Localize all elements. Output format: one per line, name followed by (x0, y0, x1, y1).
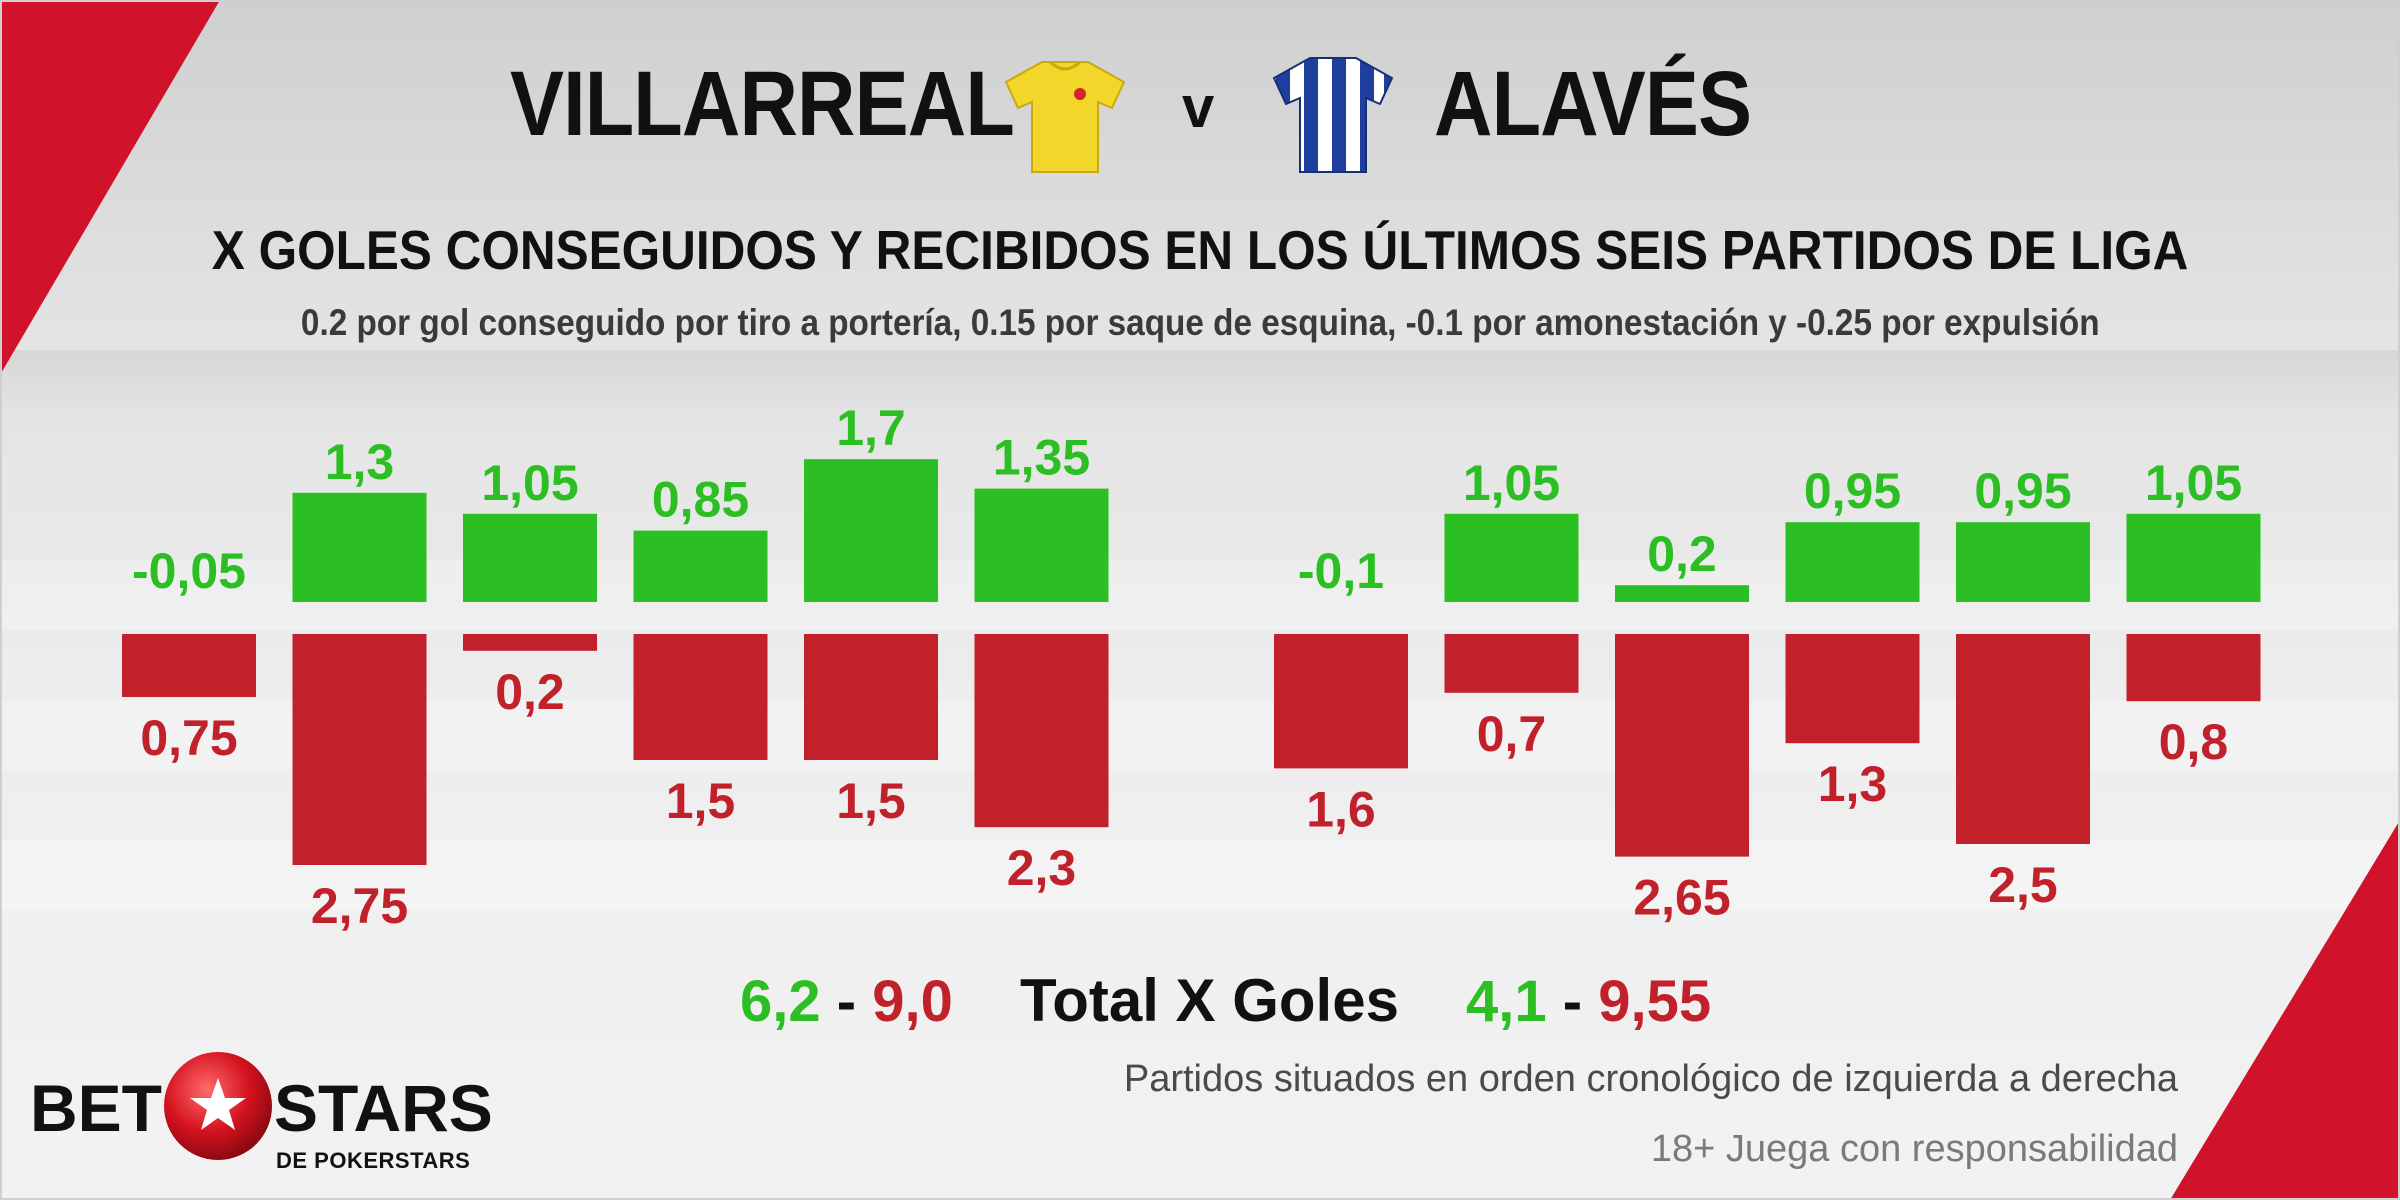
chart-home: -0,05 1,3 1,05 0,85 1,7 1,35 0,75 2,75 0,2 1,5 1,5… (122, 400, 1109, 934)
logo-ball-icon (164, 1052, 272, 1160)
stadium-advertising-boards (0, 350, 2400, 410)
scored-value-label: -0,1 (1298, 543, 1384, 599)
stadium-crowd-background (0, 0, 2400, 380)
conceded-bar (804, 634, 938, 760)
chronological-order-note: Partidos situados en orden cronológico d… (1123, 1058, 2178, 1100)
conceded-bar (633, 634, 768, 760)
conceded-bar (2126, 634, 2261, 702)
chart-title: X GOLES CONSEGUIDOS Y RECIBIDOS EN LOS Ú… (211, 219, 2189, 281)
scored-value-label: 1,3 (325, 434, 395, 490)
red-corner-decoration-bottom-right (2170, 820, 2400, 1200)
conceded-bar (1785, 634, 1920, 744)
conceded-bar (1615, 634, 1749, 857)
scored-value-label: 1,7 (836, 400, 906, 456)
conceded-value-label: 2,5 (1988, 857, 2058, 913)
home-total-conceded: 9,0 (872, 969, 953, 1034)
chart-away: -0,1 1,05 0,2 0,95 0,95 1,05 1,6 0,7 2,65 1,3 2,5 0… (1274, 455, 2261, 926)
scored-bar (1956, 522, 2090, 602)
home-total-scored: 6,2 (740, 969, 821, 1034)
scored-value-label: 0,85 (652, 472, 749, 528)
scored-bar (633, 530, 768, 602)
away-totals: 4,1 - 9,55 (1466, 968, 1711, 1035)
scored-bar (1785, 522, 1920, 602)
conceded-value-label: 1,5 (666, 773, 736, 829)
scored-bar (292, 492, 427, 602)
home-totals: 6,2 - 9,0 (740, 968, 953, 1035)
responsible-gambling-note: 18+ Juega con responsabilidad (1650, 1128, 2178, 1170)
conceded-bar (292, 634, 427, 865)
conceded-value-label: 2,65 (1633, 870, 1730, 926)
conceded-value-label: 0,8 (2159, 714, 2229, 770)
conceded-bar (974, 634, 1109, 828)
conceded-value-label: 2,3 (1007, 840, 1077, 896)
scored-bar (2126, 513, 2261, 602)
away-team-name: ALAVÉS (1434, 53, 1752, 155)
logo-text-stars: STARS (274, 1071, 493, 1145)
conceded-value-label: 0,75 (140, 710, 237, 766)
logo-text-bet: BET (30, 1071, 162, 1145)
totals-separator: - (836, 969, 857, 1034)
away-total-conceded: 9,55 (1598, 969, 1712, 1034)
conceded-bar (1444, 634, 1579, 693)
scored-bar (974, 488, 1109, 602)
home-team-name: VILLARREAL (510, 53, 1015, 155)
versus-label: v (1182, 75, 1215, 140)
conceded-value-label: 0,7 (1477, 706, 1547, 762)
away-shirt-icon (1272, 57, 1394, 173)
conceded-value-label: 1,5 (836, 773, 906, 829)
conceded-value-label: 1,6 (1306, 781, 1376, 837)
scored-value-label: 1,35 (993, 430, 1090, 486)
scored-value-label: 0,2 (1647, 526, 1717, 582)
betstars-logo: BET STARS DE POKERSTARS (30, 1048, 493, 1178)
conceded-value-label: 2,75 (311, 878, 408, 934)
chart-subtitle: 0.2 por gol conseguido por tiro a porter… (300, 302, 2100, 343)
conceded-bar (463, 634, 597, 651)
scored-value-label: -0,05 (132, 543, 246, 599)
conceded-bar (1956, 634, 2090, 844)
red-corner-decoration-top-left (0, 0, 220, 375)
scored-bar (1444, 513, 1579, 602)
scored-value-label: 1,05 (2145, 455, 2242, 511)
scored-bar (1615, 585, 1749, 602)
scored-value-label: 0,95 (1804, 463, 1901, 519)
totals-label: Total X Goles (1020, 967, 1399, 1034)
logo-subtext: DE POKERSTARS (276, 1148, 471, 1173)
scored-value-label: 0,95 (1974, 463, 2071, 519)
totals-separator: - (1562, 969, 1583, 1034)
scored-value-label: 1,05 (481, 455, 578, 511)
conceded-bar (122, 634, 256, 697)
conceded-bar (1274, 634, 1408, 769)
home-shirt-icon (1004, 60, 1126, 173)
conceded-value-label: 0,2 (495, 664, 565, 720)
away-total-scored: 4,1 (1466, 969, 1547, 1034)
scored-value-label: 1,05 (1463, 455, 1560, 511)
scored-bar (804, 459, 938, 602)
conceded-value-label: 1,3 (1818, 756, 1888, 812)
scored-bar (463, 513, 597, 602)
